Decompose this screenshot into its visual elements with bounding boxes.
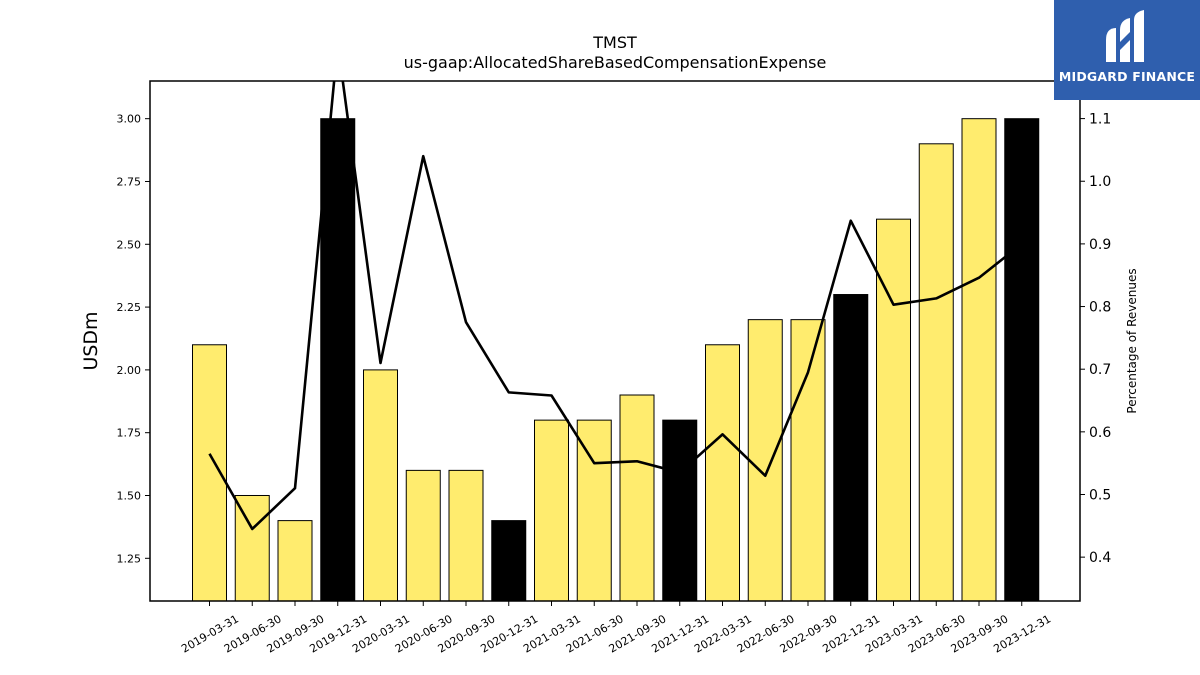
bar [918, 143, 954, 602]
line-group [208, 81, 1023, 531]
bar [619, 394, 655, 602]
chart-subtitle: us-gaap:AllocatedShareBasedCompensationE… [404, 53, 827, 72]
y-axis-label: USDm [80, 311, 102, 370]
y-tick-label: 2.00 [117, 364, 142, 377]
logo-mark-icon [1106, 10, 1144, 62]
bar [448, 469, 484, 602]
bar [491, 520, 527, 602]
y-tick-label: 1.25 [117, 552, 142, 565]
y-tick-label: 2.75 [117, 175, 142, 188]
x-axis: 2019-03-312019-06-302019-09-302019-12-31… [179, 601, 1053, 656]
y-tick-label: 2.50 [117, 238, 142, 251]
brand-logo: MIDGARD FINANCE [1054, 0, 1200, 100]
bar [277, 520, 313, 602]
bar [405, 469, 441, 602]
bar [747, 319, 783, 602]
bar [790, 319, 826, 602]
bar [961, 118, 997, 602]
chart-title: TMST [592, 33, 637, 52]
bar-group [192, 118, 1040, 602]
y-tick-label: 1.50 [117, 489, 142, 502]
y2-tick-label: 0.4 [1089, 550, 1111, 566]
y-tick-label: 1.75 [117, 427, 142, 440]
plot-frame [149, 80, 1081, 602]
y2-tick-label: 0.6 [1089, 425, 1111, 441]
y2-tick-label: 1.0 [1089, 174, 1111, 190]
y2-tick-label: 0.7 [1089, 362, 1111, 378]
bar [320, 118, 356, 602]
bar [876, 218, 911, 602]
bar [363, 369, 398, 602]
logo-text: MIDGARD FINANCE [1058, 69, 1196, 84]
bar [662, 419, 698, 602]
bar [576, 419, 612, 602]
bar [705, 344, 740, 602]
left-y-axis: 1.25 1.50 1.75 2.00 2.25 2.50 2.75 3.00 [117, 113, 150, 565]
y-tick-label: 2.25 [117, 301, 142, 314]
bar [833, 294, 869, 602]
percentage-line [208, 81, 1023, 531]
y2-tick-label: 0.5 [1089, 487, 1111, 503]
y2-axis-label: Percentage of Revenues [1125, 268, 1139, 413]
y2-tick-label: 0.8 [1089, 300, 1111, 316]
y-tick-label: 3.00 [117, 113, 142, 126]
right-y-axis: 0.4 0.5 0.6 0.7 0.8 0.9 1.0 1.1 [1080, 112, 1111, 566]
bar [534, 419, 569, 602]
y2-tick-label: 0.9 [1089, 237, 1111, 253]
y2-tick-label: 1.1 [1089, 112, 1111, 128]
bar [234, 494, 270, 602]
bar [1004, 118, 1040, 602]
